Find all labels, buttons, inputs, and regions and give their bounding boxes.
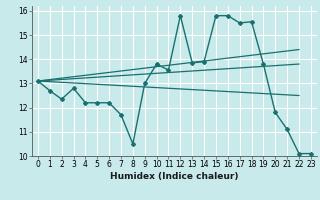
X-axis label: Humidex (Indice chaleur): Humidex (Indice chaleur) xyxy=(110,172,239,181)
